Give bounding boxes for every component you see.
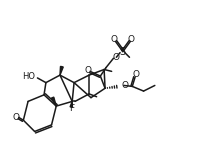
Text: F: F [69,104,74,113]
Text: O: O [132,70,139,79]
Text: O: O [111,35,118,44]
Polygon shape [51,97,56,106]
Text: O: O [113,53,120,62]
Text: O: O [122,81,129,90]
Text: O: O [128,35,135,44]
Text: O: O [85,66,92,75]
Text: HO: HO [22,72,35,81]
Polygon shape [70,101,73,107]
Polygon shape [60,66,63,75]
Text: S: S [120,47,126,57]
Text: O: O [12,113,19,122]
